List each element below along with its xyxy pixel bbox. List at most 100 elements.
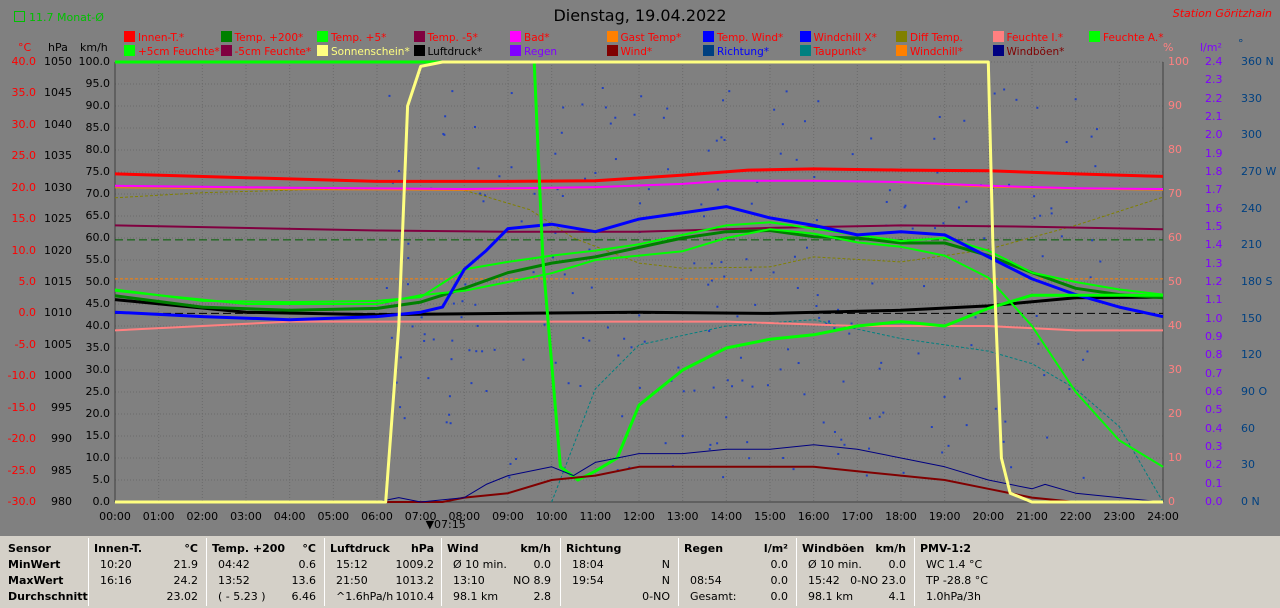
legend-label: Windchill X*: [813, 32, 877, 44]
direction-dot: [793, 255, 796, 258]
direction-dot: [554, 231, 557, 234]
x-tick-label: 20:00: [972, 510, 1005, 523]
direction-dot: [974, 316, 977, 319]
direction-dot: [552, 256, 555, 259]
direction-dot: [423, 339, 426, 342]
humidity_pct-tick-label: 20: [1168, 407, 1182, 420]
page-title: Dienstag, 19.04.2022: [553, 6, 727, 25]
legend-item[interactable]: Bad*: [510, 31, 550, 44]
legend-item[interactable]: Richtung*: [703, 45, 769, 58]
x-tick-label: 05:00: [317, 510, 350, 523]
pressure-unit-label: hPa: [48, 41, 68, 54]
pressure_hpa-tick-label: 1050: [44, 55, 72, 68]
pressure_hpa-tick-label: 1015: [44, 275, 72, 288]
direction-dot: [609, 122, 612, 125]
legend-item[interactable]: Feuchte A.*: [1089, 31, 1164, 44]
legend-item[interactable]: Temp. Wind*: [703, 31, 783, 44]
direction-dot: [781, 123, 784, 126]
direction-dot: [815, 305, 818, 308]
legend-item[interactable]: Wind*: [606, 45, 652, 58]
direction-dot: [452, 302, 455, 305]
direction-dot: [1008, 183, 1011, 186]
direction-dot: [748, 457, 751, 460]
legend-item[interactable]: Gast Temp*: [606, 31, 681, 44]
direction-dot: [795, 158, 798, 161]
direction-dot: [464, 283, 467, 286]
legend-item[interactable]: Innen-T.*: [124, 31, 184, 44]
legend-item[interactable]: Windchill X*: [799, 31, 877, 44]
stats-row-label: MinWert: [8, 558, 61, 571]
month-average-indicator[interactable]: 11.7 Monat-Ø: [14, 11, 104, 24]
rain_lm2-tick-label: 1.6: [1205, 201, 1223, 215]
series-line: [114, 228, 1164, 468]
wind_kmh-tick-label: 20.0: [85, 407, 111, 420]
direction-dot: [712, 386, 715, 389]
stats-cell-value: 0-NO: [642, 590, 670, 603]
direction-dot: [398, 170, 401, 173]
direction-dot: [708, 330, 711, 333]
direction-dot: [448, 395, 451, 398]
wind_kmh-tick-label: 0.0: [92, 495, 111, 508]
rain_lm2-tick-label: 0.3: [1205, 440, 1223, 453]
direction-dot: [617, 354, 620, 357]
legend-item[interactable]: Windchill*: [896, 45, 963, 58]
stats-cell-value: 1013.2: [395, 574, 435, 587]
direction-dot: [1043, 374, 1046, 377]
direction-dot: [562, 106, 565, 109]
legend-item[interactable]: Regen: [510, 45, 557, 58]
stats-group-title: Wind: [447, 542, 479, 555]
legend-swatch: [124, 31, 135, 42]
legend-item[interactable]: Luftdruck*: [413, 45, 483, 58]
direction-dot: [1068, 388, 1071, 391]
series-line: [115, 60, 1163, 482]
legend-swatch: [703, 45, 714, 56]
rain_lm2-tick-label: 0.1: [1205, 476, 1223, 490]
legend-label: Windchill*: [910, 46, 963, 58]
legend-item[interactable]: +5cm Feuchte*: [124, 45, 220, 58]
wind_kmh-tick-label: 95.0: [85, 77, 111, 90]
x-tick-label: 24:00: [1147, 510, 1179, 523]
direction-dot: [1002, 440, 1005, 443]
legend-item[interactable]: -5cm Feuchte*: [220, 45, 311, 58]
direction-dot: [911, 227, 914, 230]
direction-dot: [1089, 276, 1092, 279]
legend-label: +5cm Feuchte*: [138, 46, 220, 58]
direction-dot: [390, 336, 393, 339]
direction-dot: [581, 103, 584, 106]
legend-item[interactable]: Windböen*: [992, 45, 1065, 58]
legend-item[interactable]: Feuchte I.*: [992, 31, 1063, 44]
direction-dot: [588, 339, 591, 342]
direction-dot: [1065, 141, 1068, 144]
humidity_pct-tick-label: 40: [1168, 319, 1182, 332]
direction-dot: [449, 422, 452, 425]
legend-item[interactable]: Temp. -5*: [413, 31, 478, 44]
stats-cell-value: 0.0: [770, 558, 789, 571]
direction-dot: [904, 204, 907, 207]
direction-dot: [1033, 217, 1036, 220]
direction-dot: [693, 389, 696, 392]
legend-label: Windböen*: [1006, 46, 1065, 58]
legend-item[interactable]: Diff Temp.: [896, 31, 963, 44]
legend-item[interactable]: Temp. +200*: [220, 31, 303, 44]
legend-label: Sonnenschein*: [331, 46, 410, 58]
direction-dot: [604, 106, 607, 109]
pressure_hpa-tick-label: 985: [51, 463, 72, 477]
direction-dot: [498, 175, 501, 178]
direction-dot: [970, 344, 973, 347]
direction-dot: [509, 462, 512, 465]
direction-dot: [1094, 165, 1097, 168]
direction-dot: [662, 116, 665, 119]
rain_lm2-tick-label: 1.7: [1205, 183, 1223, 197]
x-tick-label: 19:00: [928, 510, 961, 523]
humidity_pct-tick-label: 50: [1168, 275, 1182, 288]
legend-item[interactable]: Taupunkt*: [799, 45, 867, 58]
legend-item[interactable]: Sonnenschein*: [317, 45, 410, 58]
legend-item[interactable]: Temp. +5*: [317, 31, 386, 44]
stats-cell-value: 0.0: [770, 590, 789, 603]
direction-dot: [682, 390, 685, 393]
stats-cell-value: 21.9: [173, 558, 199, 571]
legend-label: Luftdruck*: [427, 46, 483, 58]
direction-dot: [543, 323, 546, 326]
stats-cell-label: 18:04: [572, 558, 604, 571]
direction-dot: [709, 443, 712, 446]
